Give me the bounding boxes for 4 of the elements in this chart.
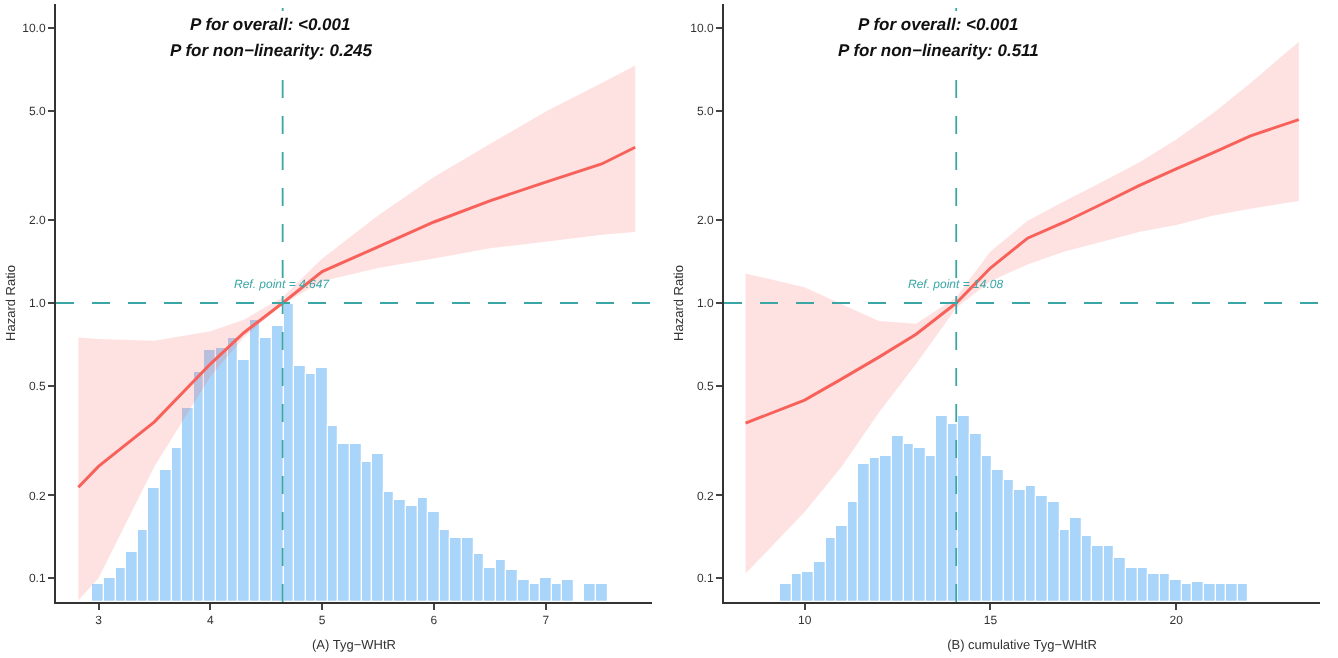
annotation: P for overall: <0.001 (190, 14, 352, 34)
annotation: P for overall: <0.001 (858, 14, 1020, 34)
annotation: P for non−linearity: 0.245 (170, 40, 373, 60)
annotation: P for non−linearity: 0.511 (838, 40, 1040, 60)
